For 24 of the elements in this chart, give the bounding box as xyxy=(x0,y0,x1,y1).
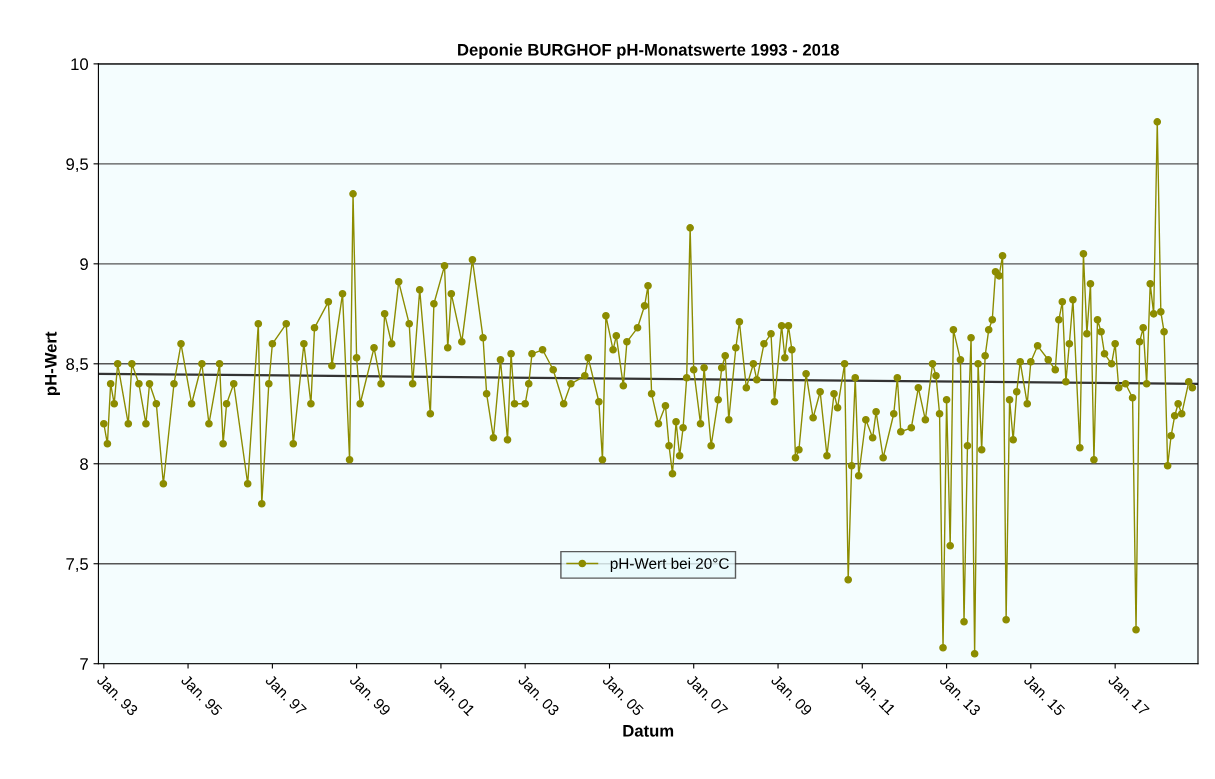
y-tick-label: 10 xyxy=(71,58,89,71)
legend-label: pH-Wert bei 20°C xyxy=(610,557,729,572)
x-tick-label: Jan. 03 xyxy=(517,673,560,717)
y-tick-label: 7,5 xyxy=(66,558,88,572)
x-tick-label: Jan. 95 xyxy=(180,673,223,717)
y-axis-title: pH-Wert xyxy=(45,331,60,395)
x-tick-label: Jan. 11 xyxy=(854,674,896,716)
x-tick-label: Jan. 93 xyxy=(96,673,139,717)
x-tick-label: Jan. 99 xyxy=(348,673,392,717)
y-tick-label: 9 xyxy=(80,258,88,271)
x-tick-label: Jan. 17 xyxy=(1107,674,1150,717)
x-tick-label: Jan. 13 xyxy=(938,673,982,717)
x-tick-label: Jan. 07 xyxy=(685,673,729,717)
x-tick-label: Jan. 09 xyxy=(770,673,813,717)
x-tick-label: Jan. 05 xyxy=(601,673,645,717)
x-tick-label: Jan. 15 xyxy=(1023,674,1066,717)
y-tick-label: 8,5 xyxy=(66,358,88,372)
y-tick-label: 9,5 xyxy=(66,158,88,173)
y-tick-label: 7 xyxy=(80,658,88,670)
x-axis-title: Datum xyxy=(623,725,674,737)
y-tick-label: 8 xyxy=(80,458,88,470)
x-tick-label: Jan. 97 xyxy=(264,673,307,717)
chart-title: Deponie BURGHOF pH-Monatswerte 1993 - 2018 xyxy=(458,43,839,59)
x-tick-label: Jan. 01 xyxy=(433,673,476,717)
